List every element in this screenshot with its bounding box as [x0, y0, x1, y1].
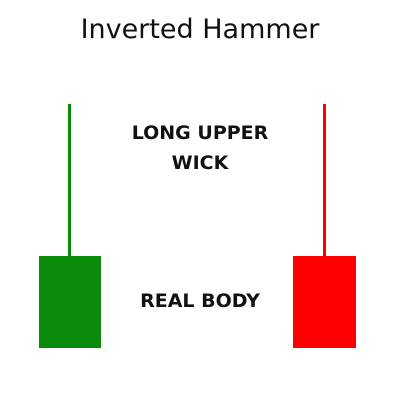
- bearish-candle-body: [293, 256, 356, 348]
- long-upper-wick-label: LONG UPPER WICK: [110, 118, 290, 178]
- real-body-label: REAL BODY: [140, 290, 260, 312]
- bearish-candle-wick: [323, 104, 326, 257]
- long-upper-wick-label-line1: LONG UPPER: [131, 122, 269, 144]
- long-upper-wick-label-line2: WICK: [171, 152, 229, 174]
- bullish-candle-body: [39, 256, 101, 348]
- diagram-title: Inverted Hammer: [80, 14, 320, 45]
- bullish-candle-wick: [68, 104, 71, 257]
